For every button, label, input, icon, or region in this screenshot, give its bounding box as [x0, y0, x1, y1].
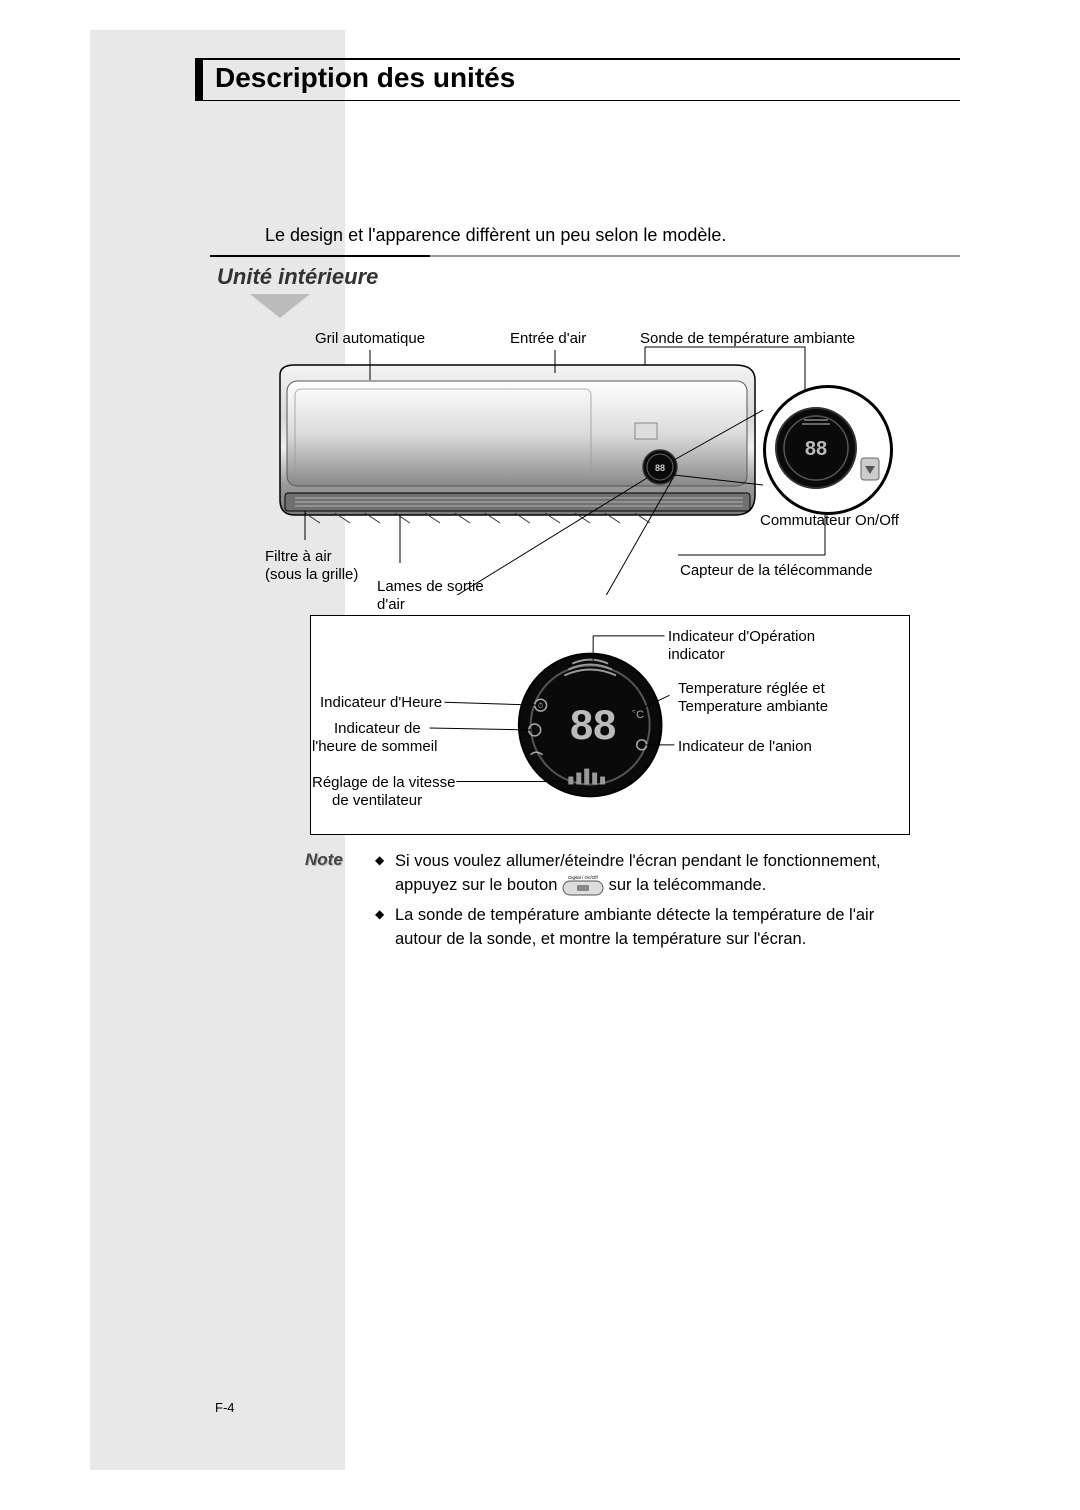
note-heading: Note: [305, 850, 343, 870]
page-title: Description des unités: [215, 62, 515, 94]
label-indicateur-operation-2: indicator: [668, 646, 725, 665]
page-number: F-4: [215, 1400, 235, 1415]
label-commutateur: Commutateur On/Off: [760, 512, 899, 531]
label-indicateur-anion: Indicateur de l'anion: [678, 738, 812, 757]
section-rule-black: [210, 255, 430, 257]
title-rule-bottom: [195, 100, 960, 101]
title-vertical-bar: [195, 58, 203, 101]
label-temperature-1: Temperature réglée et: [678, 680, 825, 699]
remote-button-text: Digital / On/Off: [568, 875, 598, 880]
label-indicateur-operation-1: Indicateur d'Opération: [668, 628, 815, 647]
label-filtre-air-1: Filtre à air: [265, 548, 332, 567]
intro-text: Le design et l'apparence diffèrent un pe…: [265, 225, 726, 246]
svg-text:⏱: ⏱: [538, 702, 543, 710]
note-1-line-b-after: sur la telécommande.: [609, 876, 767, 894]
zoom-circle-display: 88: [763, 385, 893, 515]
label-indicateur-sommeil-1: Indicateur de: [334, 720, 421, 739]
label-vitesse-ventilateur-2: de ventilateur: [332, 792, 422, 811]
note-2-text: La sonde de température ambiante détecte…: [395, 906, 874, 948]
section-title: Unité intérieure: [217, 264, 378, 290]
label-capteur-telecommande: Capteur de la télécommande: [680, 562, 873, 581]
svg-text:88: 88: [805, 438, 827, 460]
title-rule-top: [195, 58, 960, 60]
label-lames-1: Lames de sortie: [377, 578, 484, 597]
note-item-2: La sonde de température ambiante détecte…: [375, 904, 925, 952]
svg-text:88: 88: [570, 701, 616, 748]
label-vitesse-ventilateur-1: Réglage de la vitesse: [312, 774, 455, 793]
note-item-1: Si vous voulez allumer/éteindre l'écran …: [375, 850, 925, 898]
note-list: Si vous voulez allumer/éteindre l'écran …: [375, 850, 925, 958]
label-filtre-air-2: (sous la grille): [265, 566, 358, 585]
svg-text:°C: °C: [632, 709, 644, 721]
note-1-line-a: Si vous voulez allumer/éteindre l'écran …: [395, 852, 881, 870]
svg-text:88: 88: [655, 463, 665, 473]
label-temperature-2: Temperature ambiante: [678, 698, 828, 717]
label-lames-2: d'air: [377, 596, 405, 615]
label-indicateur-heure: Indicateur d'Heure: [320, 694, 442, 713]
note-1-line-b-before: appuyez sur le bouton: [395, 876, 557, 894]
remote-button-icon: Digital / On/Off: [562, 875, 604, 897]
label-indicateur-sommeil-2: l'heure de sommeil: [312, 738, 437, 757]
